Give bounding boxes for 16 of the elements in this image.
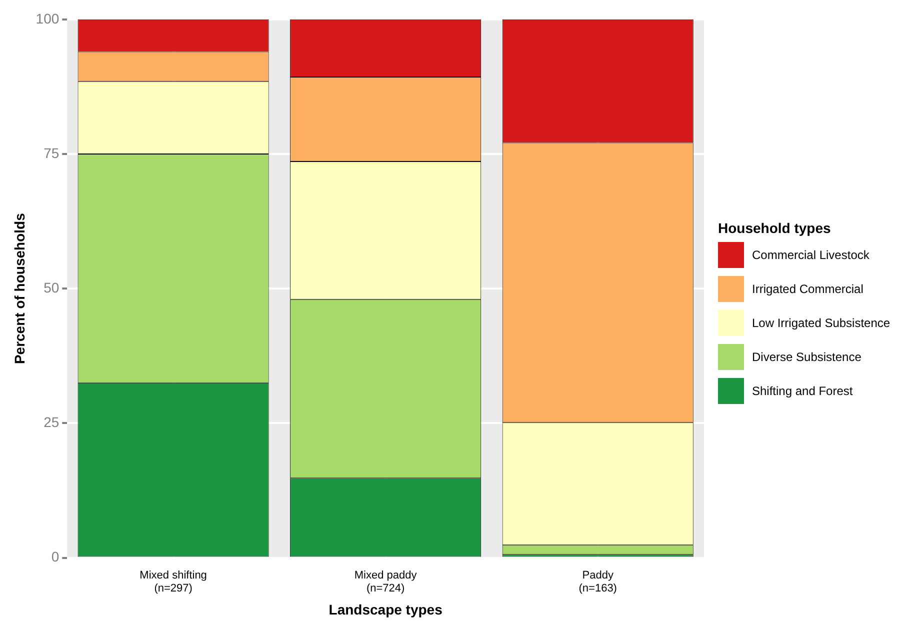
legend-label: Diverse Subsistence	[752, 350, 862, 364]
x-tick-label: Paddy (n=163)	[578, 569, 617, 595]
y-axis-title: Percent of households	[11, 212, 28, 364]
x-tick-label: Mixed shifting (n=297)	[140, 569, 207, 595]
y-tick-label: 100	[36, 10, 60, 26]
y-tick-label: 50	[44, 279, 60, 296]
legend-label: Shifting and Forest	[752, 384, 853, 398]
y-tick-label: 25	[44, 414, 60, 430]
legend-title: Household types	[718, 220, 832, 236]
y-tick-label: 75	[44, 144, 60, 161]
y-tick-label: 0	[51, 548, 60, 565]
x-axis-title: Landscape types	[328, 601, 443, 618]
x-tick-label: Mixed paddy (n=724)	[354, 569, 418, 595]
legend-label: Commercial Livestock	[752, 248, 870, 262]
legend-label: Irrigated Commercial	[752, 282, 864, 296]
legend-label: Low Irrigated Subsistence	[752, 316, 890, 330]
